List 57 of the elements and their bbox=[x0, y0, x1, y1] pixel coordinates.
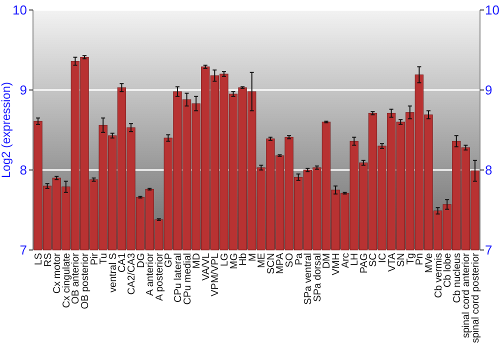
x-tick-label: Hb bbox=[238, 252, 250, 266]
x-tick-label: MG bbox=[228, 252, 240, 270]
x-tick-label: GP bbox=[164, 252, 175, 268]
x-tick-label: SN bbox=[396, 253, 408, 267]
x-tick-label: VMH bbox=[331, 253, 342, 276]
x-tick-label: M bbox=[247, 253, 258, 262]
x-tick-label: Cx motor bbox=[52, 252, 64, 294]
x-tick-label: Arc bbox=[340, 253, 352, 268]
x-tick-label: IC bbox=[378, 253, 389, 263]
x-tick-label: spinal cord posterior bbox=[470, 252, 482, 344]
x-tick-label: SO bbox=[284, 252, 296, 268]
x-tick-label: Cx cingulate bbox=[61, 252, 72, 308]
x-tick-label: LH bbox=[350, 253, 361, 266]
x-tick-label: Tu bbox=[98, 253, 110, 264]
x-tick-label: Tg bbox=[405, 253, 416, 265]
x-tick-label: Pn bbox=[414, 253, 426, 266]
x-tick-label: VA/VL bbox=[200, 252, 212, 281]
x-tick-label: CPu medial bbox=[182, 253, 194, 305]
y2-tick-label: 9 bbox=[485, 82, 492, 98]
x-tick-label: DG bbox=[136, 252, 147, 268]
x-tick-label: CA2/CA3 bbox=[126, 252, 138, 295]
y2-tick-label: 7 bbox=[485, 242, 492, 258]
x-tick-label: Pir bbox=[89, 252, 100, 266]
y-axis-title: Log2 (expression) bbox=[0, 82, 13, 178]
x-tick-label: LG bbox=[219, 252, 230, 266]
y-tick-label: 8 bbox=[20, 162, 27, 178]
x-tick-label: SPa ventral bbox=[303, 253, 314, 305]
x-tick-label: ventral S bbox=[108, 252, 119, 292]
x-tick-label: SPa dorsal bbox=[312, 253, 324, 302]
y-tick-label: 7 bbox=[20, 242, 27, 258]
x-tick-label: SC bbox=[368, 253, 380, 267]
x-tick-label: LS bbox=[34, 252, 45, 266]
x-tick-label: SCN bbox=[266, 253, 277, 274]
y2-tick-label: 8 bbox=[485, 162, 492, 178]
x-tick-label: ME bbox=[256, 252, 268, 268]
x-tick-label: RS bbox=[42, 252, 54, 267]
x-tick-label: Cb nucleus bbox=[452, 253, 463, 304]
x-tick-label: A anterior bbox=[145, 252, 156, 296]
x-tick-label: MVe bbox=[424, 252, 435, 274]
x-tick-label: MPA bbox=[275, 252, 286, 274]
y-tick-label: 9 bbox=[20, 82, 27, 98]
x-tick-label: CA1 bbox=[117, 252, 128, 272]
x-tick-label: MD bbox=[192, 253, 203, 269]
x-tick-label: OB anterior bbox=[70, 252, 82, 304]
x-tick-label: Pa bbox=[294, 252, 305, 266]
x-tick-label: VPM/VPL bbox=[210, 252, 222, 296]
x-tick-label: PAG bbox=[358, 252, 370, 274]
x-tick-label: A posterior bbox=[154, 252, 166, 301]
x-tick-label: OB posterior bbox=[80, 252, 92, 310]
x-tick-label: Cb vermis bbox=[433, 253, 444, 298]
x-tick-label: DM bbox=[322, 253, 333, 269]
y2-tick-label: 10 bbox=[485, 2, 500, 18]
x-tick-label: CPu lateral bbox=[172, 253, 184, 302]
x-tick-label: spinal cord anterior bbox=[461, 252, 472, 338]
y-tick-label: 10 bbox=[12, 2, 27, 18]
x-tick-label: VTA bbox=[386, 252, 398, 272]
x-tick-label: Cb lobe bbox=[442, 252, 454, 288]
